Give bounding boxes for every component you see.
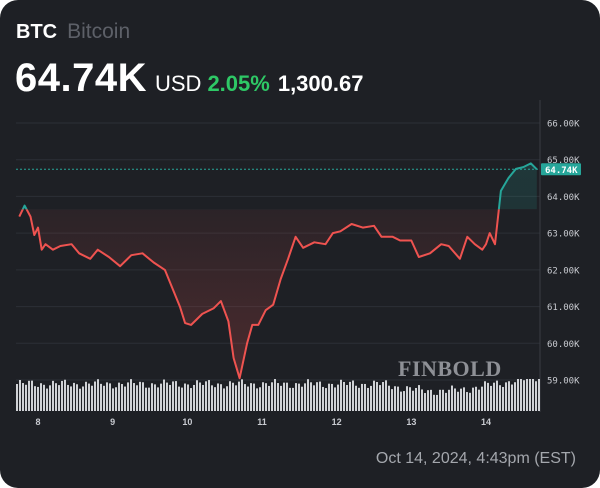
asset-symbol: BTC — [16, 21, 58, 43]
volume-bars — [16, 379, 540, 411]
change-percent: 2.05% — [207, 71, 270, 96]
y-tick-label: 62.00K — [547, 266, 580, 276]
timestamp: Oct 14, 2024, 4:43pm (EST) — [375, 450, 576, 467]
y-tick-label: 60.00K — [547, 340, 580, 350]
y-tick-label: 63.00K — [547, 230, 580, 240]
x-tick-label: 8 — [35, 417, 40, 427]
y-tick-label: 61.00K — [547, 303, 580, 313]
x-tick-label: 9 — [110, 417, 115, 427]
x-tick-label: 13 — [406, 417, 416, 427]
asset-name: Bitcoin — [67, 20, 131, 43]
x-axis-ticks: 8 9 10 11 12 13 14 — [35, 417, 491, 427]
x-tick-label: 10 — [182, 417, 192, 427]
svg-text:64.74K: 64.74K — [545, 166, 578, 176]
currency-label: USD — [154, 71, 202, 96]
x-tick-label: 12 — [332, 417, 342, 427]
price-chart[interactable]: 66.00K 65.00K 64.00K 63.00K 62.00K 61.00K 60.0… — [0, 0, 600, 440]
y-tick-label: 65.00K — [547, 156, 580, 166]
y-tick-label: 66.00K — [547, 120, 580, 130]
change-absolute: 1,300.67 — [277, 71, 364, 96]
current-price: 64.74K — [15, 56, 147, 100]
y-tick-label: 59.00K — [547, 377, 580, 387]
x-tick-label: 11 — [257, 417, 267, 427]
asset-heading: BTC Bitcoin — [16, 20, 130, 44]
area-fill — [19, 163, 537, 379]
x-tick-label: 14 — [481, 417, 491, 427]
finbold-watermark: FINBOLD — [398, 356, 502, 381]
price-line — [18, 162, 538, 380]
y-tick-label: 64.00K — [547, 193, 580, 203]
gridlines — [16, 122, 540, 381]
y-axis-ticks: 66.00K 65.00K 64.00K 63.00K 62.00K 61.00K 60.0… — [547, 120, 580, 387]
last-price-tag: 64.74K — [541, 163, 581, 176]
price-summary: 64.74K USD 2.05% 1,300.67 — [15, 56, 363, 101]
